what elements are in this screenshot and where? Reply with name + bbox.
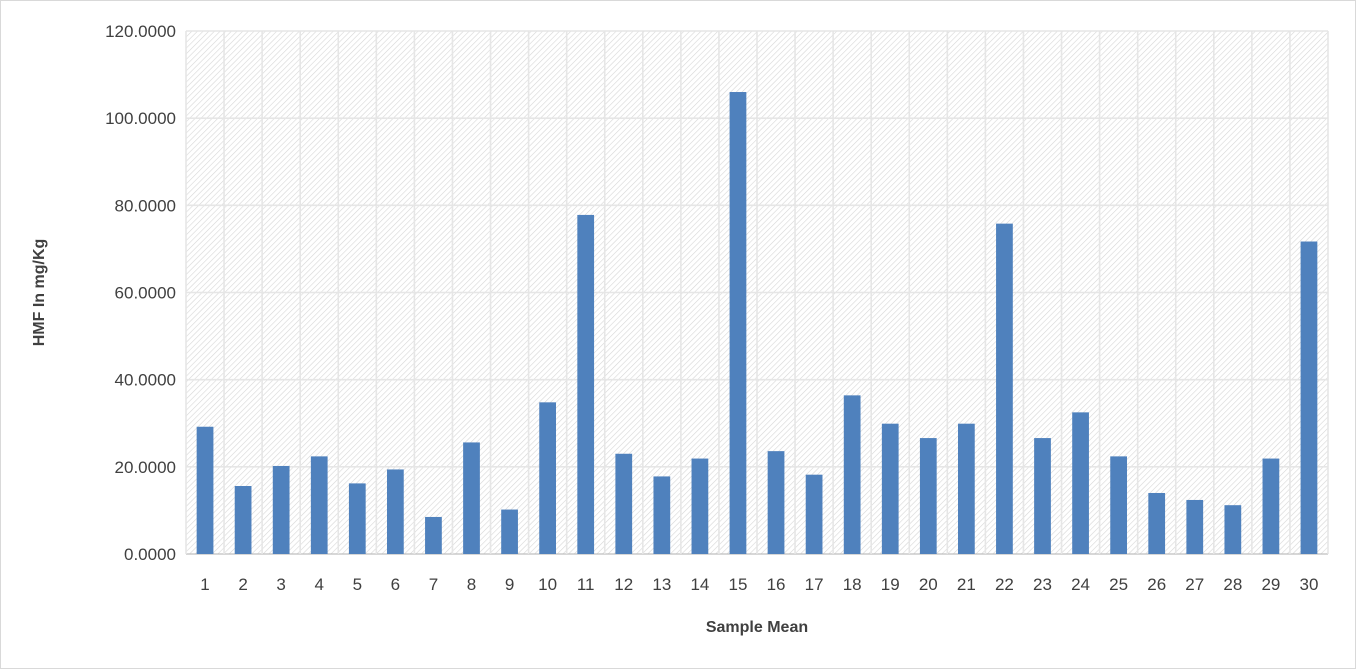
bar-7 bbox=[425, 516, 442, 554]
x-tick-label: 26 bbox=[1147, 575, 1166, 594]
x-axis-title: Sample Mean bbox=[706, 619, 808, 636]
bar-11 bbox=[577, 214, 595, 554]
bar-13 bbox=[653, 476, 671, 554]
x-tick-label: 1 bbox=[200, 575, 209, 594]
bar-30 bbox=[1300, 241, 1318, 554]
bar-12 bbox=[615, 453, 633, 554]
bar-18 bbox=[843, 395, 861, 554]
bar-15 bbox=[729, 92, 747, 555]
bar-14 bbox=[691, 458, 709, 554]
y-tick-label: 20.0000 bbox=[115, 458, 176, 477]
x-tick-label: 8 bbox=[467, 575, 476, 594]
bar-23 bbox=[1034, 438, 1051, 554]
x-tick-label: 25 bbox=[1109, 575, 1128, 594]
bar-25 bbox=[1110, 456, 1128, 554]
x-tick-label: 16 bbox=[767, 575, 786, 594]
bar-28 bbox=[1224, 505, 1242, 554]
x-tick-label: 6 bbox=[391, 575, 400, 594]
bar-6 bbox=[386, 469, 404, 554]
bar-26 bbox=[1148, 492, 1166, 554]
x-tick-label: 3 bbox=[276, 575, 285, 594]
x-tick-label: 19 bbox=[881, 575, 900, 594]
x-tick-label: 29 bbox=[1261, 575, 1280, 594]
x-tick-label: 14 bbox=[690, 575, 709, 594]
y-tick-label: 40.0000 bbox=[115, 371, 176, 390]
x-tick-label: 7 bbox=[429, 575, 438, 594]
x-tick-label: 28 bbox=[1223, 575, 1242, 594]
x-tick-label: 17 bbox=[805, 575, 824, 594]
gridlines bbox=[185, 30, 1329, 555]
bar-19 bbox=[881, 423, 899, 554]
y-tick-label: 100.0000 bbox=[105, 109, 176, 128]
bar-4 bbox=[310, 456, 328, 554]
bar-1 bbox=[196, 426, 214, 554]
bar-20 bbox=[919, 438, 937, 554]
bar-16 bbox=[767, 451, 785, 554]
bar-9 bbox=[501, 509, 518, 554]
x-tick-label: 5 bbox=[353, 575, 362, 594]
bar-24 bbox=[1072, 412, 1089, 554]
x-tick-label: 13 bbox=[652, 575, 671, 594]
x-tick-label: 18 bbox=[843, 575, 862, 594]
x-axis-ticks: 1 2 3 4 5 6 7 8 9 10 11 12 13 14 15 16 17 18 19 20 21 22 23 24 2… bbox=[200, 575, 1318, 594]
y-tick-label: 80.0000 bbox=[115, 196, 176, 215]
y-tick-label: 120.0000 bbox=[105, 22, 176, 41]
x-tick-label: 9 bbox=[505, 575, 514, 594]
bar-21 bbox=[957, 423, 975, 554]
bar-2 bbox=[234, 486, 252, 554]
x-tick-label: 24 bbox=[1071, 575, 1090, 594]
x-tick-label: 21 bbox=[957, 575, 976, 594]
bar-8 bbox=[463, 442, 480, 554]
x-tick-label: 30 bbox=[1300, 575, 1319, 594]
bar-3 bbox=[272, 465, 290, 554]
x-tick-label: 10 bbox=[538, 575, 557, 594]
bar-22 bbox=[996, 223, 1013, 554]
bar-29 bbox=[1262, 458, 1280, 554]
x-tick-label: 27 bbox=[1185, 575, 1204, 594]
bar-17 bbox=[805, 474, 823, 554]
x-tick-label: 20 bbox=[919, 575, 938, 594]
y-axis-ticks: 0.0000 20.0000 40.0000 60.0000 80.0000 100.00… bbox=[105, 22, 176, 564]
x-tick-label: 15 bbox=[729, 575, 748, 594]
y-tick-label: 60.0000 bbox=[115, 284, 176, 303]
y-axis-title: HMF In mg/Kg bbox=[31, 239, 48, 347]
x-tick-label: 12 bbox=[614, 575, 633, 594]
bar-5 bbox=[348, 483, 366, 554]
y-tick-label: 0.0000 bbox=[124, 545, 176, 564]
bar-27 bbox=[1186, 499, 1204, 554]
bar-10 bbox=[539, 402, 557, 554]
x-tick-label: 22 bbox=[995, 575, 1014, 594]
bar-series bbox=[196, 92, 1318, 555]
x-tick-label: 2 bbox=[238, 575, 247, 594]
x-tick-label: 11 bbox=[577, 575, 595, 594]
x-tick-label: 23 bbox=[1033, 575, 1052, 594]
x-tick-label: 4 bbox=[314, 575, 323, 594]
